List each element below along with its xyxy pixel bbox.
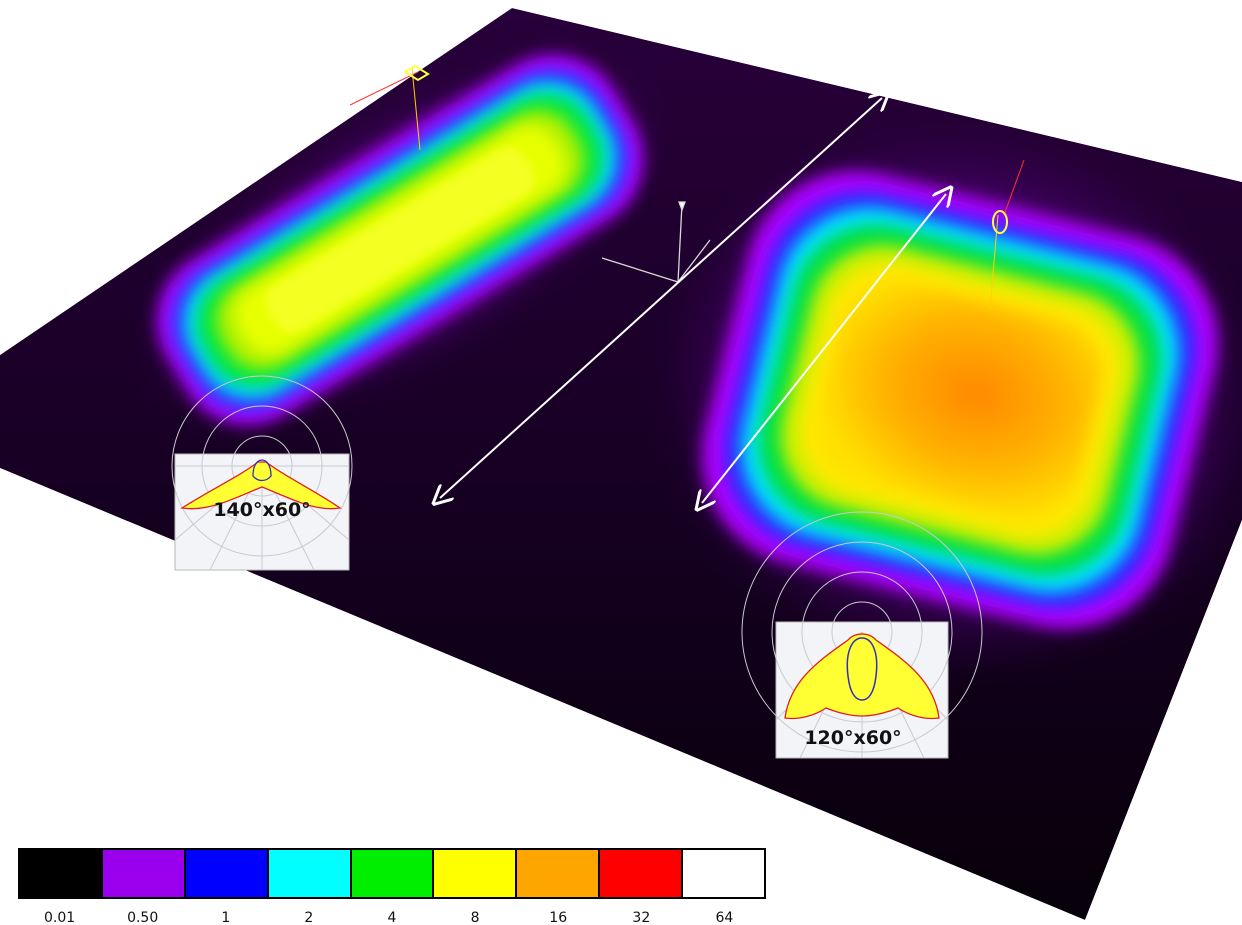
luminaire-left <box>349 64 430 151</box>
color-scale-legend: 0.01 0.50 1 2 4 8 16 32 64 <box>18 848 766 925</box>
luminaire-right <box>989 159 1025 311</box>
legend-tick-label: 0.01 <box>43 910 76 925</box>
legend-swatch <box>268 850 352 897</box>
legend-swatch <box>517 850 601 897</box>
legend-swatch <box>434 850 518 897</box>
legend-swatch <box>185 850 269 897</box>
legend-tick-label: 0.50 <box>127 910 159 925</box>
legend-tick-label: 2 <box>304 910 314 925</box>
beam-angle-label-right: 120°x60° <box>804 727 901 749</box>
legend-tick-labels: 0.01 0.50 1 2 4 8 16 32 64 <box>18 902 766 925</box>
polar-diagram-left: 140°x60° <box>171 375 353 571</box>
beam-angle-label-left: 140°x60° <box>213 499 310 521</box>
legend-swatch <box>600 850 684 897</box>
polar-diagram-right: 120°x60° <box>741 511 983 759</box>
legend-tick-label: 4 <box>387 910 397 925</box>
dimension-arrow-long <box>440 98 882 498</box>
legend-swatch <box>20 850 103 897</box>
legend-tick-label: 32 <box>632 910 651 925</box>
legend-color-bar <box>18 848 766 899</box>
legend-tick-label: 64 <box>715 910 734 925</box>
legend-swatch <box>683 850 765 897</box>
legend-swatch <box>351 850 435 897</box>
legend-tick-label: 1 <box>221 910 231 925</box>
legend-swatch <box>102 850 186 897</box>
legend-tick-label: 8 <box>470 910 480 925</box>
legend-tick-label: 16 <box>549 910 568 925</box>
dimension-arrow-short <box>702 194 946 503</box>
